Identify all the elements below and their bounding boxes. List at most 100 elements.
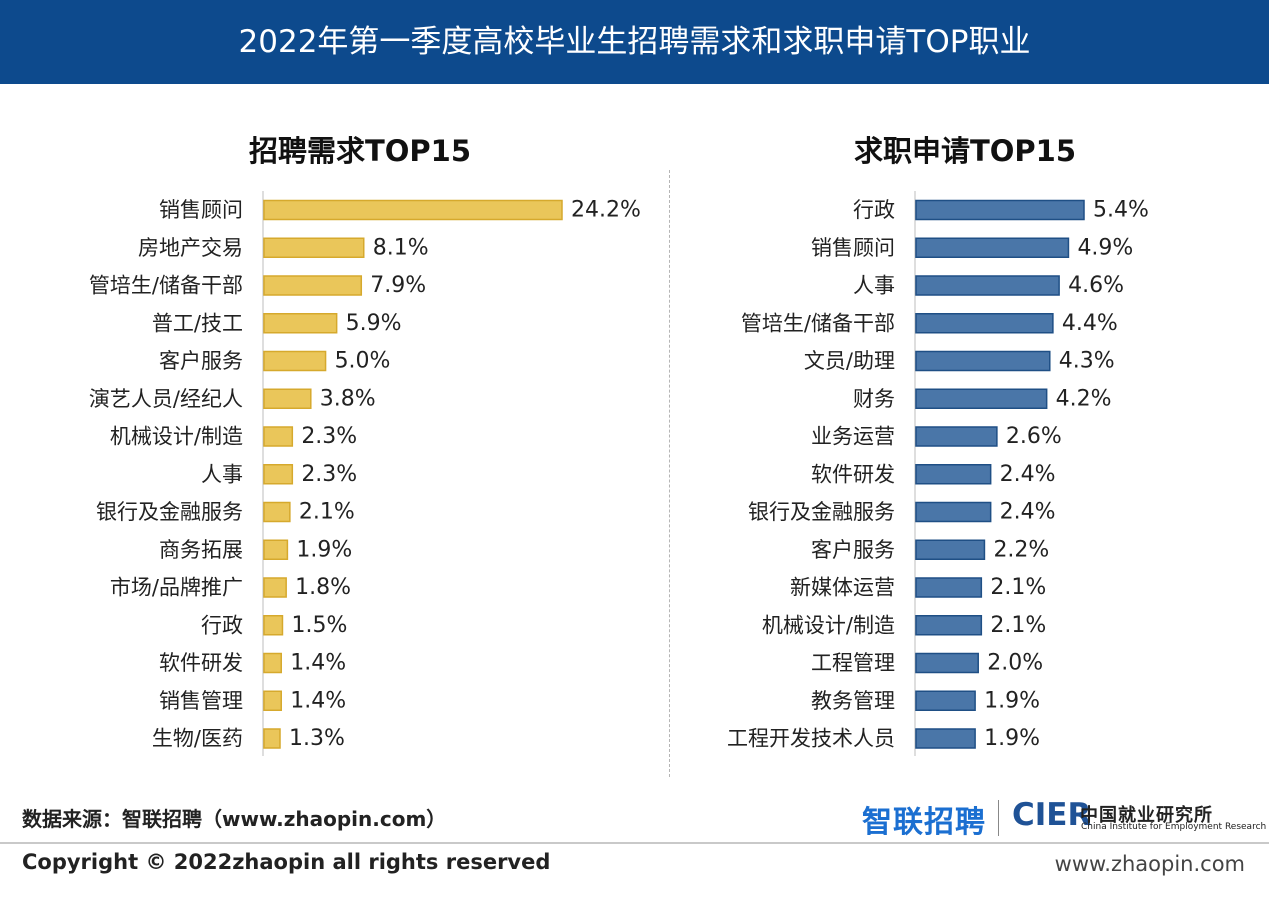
application-value-label: 1.9% (984, 726, 1040, 751)
demand-value-label: 24.2% (571, 198, 641, 223)
demand-bar (263, 199, 563, 221)
demand-value-label: 2.1% (299, 500, 355, 525)
demand-bar (263, 237, 365, 258)
application-value-label: 2.4% (1000, 500, 1056, 525)
application-bar (915, 577, 983, 598)
demand-value-label: 1.4% (290, 651, 346, 676)
application-value-label: 2.2% (993, 537, 1049, 562)
demand-category-label: 银行及金融服务 (96, 500, 243, 524)
panel-divider (669, 170, 670, 777)
application-bar (915, 690, 976, 711)
demand-bar (263, 275, 363, 296)
logo-separator (998, 800, 999, 836)
demand-bar (263, 350, 327, 372)
application-category-label: 销售顾问 (811, 236, 895, 260)
demand-bar (263, 501, 291, 523)
application-category-label: 工程开发技术人员 (727, 727, 895, 751)
demand-bar (263, 464, 294, 485)
demand-value-label: 7.9% (370, 273, 426, 298)
demand-bar (263, 615, 284, 636)
copyright: Copyright © 2022zhaopin all rights reser… (22, 850, 551, 874)
application-value-label: 4.9% (1077, 235, 1133, 260)
application-bar (915, 426, 998, 447)
left-chart-title: 招聘需求TOP15 (248, 134, 472, 168)
application-value-label: 4.6% (1068, 273, 1124, 298)
demand-value-label: 2.3% (301, 424, 357, 449)
application-category-label: 人事 (853, 274, 895, 298)
data-source: 数据来源：智联招聘（www.zhaopin.com） (22, 807, 447, 831)
website-link[interactable]: www.zhaopin.com (1054, 852, 1245, 876)
application-category-label: 工程管理 (811, 651, 895, 675)
application-bar (915, 237, 1070, 258)
application-bar (915, 539, 986, 560)
demand-category-label: 行政 (201, 613, 243, 637)
application-bar (915, 275, 1060, 296)
demand-value-label: 5.9% (346, 311, 402, 336)
demand-value-label: 1.3% (289, 726, 345, 751)
demand-value-label: 3.8% (320, 386, 376, 411)
cier-logo-cn: 中国就业研究所 (1080, 805, 1213, 826)
demand-category-label: 普工/技工 (152, 311, 243, 335)
application-value-label: 4.2% (1056, 386, 1112, 411)
application-bar (915, 313, 1054, 334)
demand-category-label: 管培生/储备干部 (89, 274, 243, 298)
footer-divider (0, 842, 1269, 844)
application-category-label: 机械设计/制造 (762, 613, 895, 637)
application-bar (915, 350, 1051, 372)
application-value-label: 2.6% (1006, 424, 1062, 449)
application-bar (915, 199, 1085, 221)
demand-bar (263, 388, 312, 409)
demand-bar (263, 577, 287, 598)
application-bar (915, 501, 992, 523)
demand-category-label: 销售管理 (159, 689, 243, 713)
demand-category-label: 房地产交易 (138, 236, 243, 260)
demand-category-label: 商务拓展 (159, 538, 243, 562)
demand-bar (263, 728, 281, 749)
application-bar (915, 464, 992, 485)
application-category-label: 新媒体运营 (790, 576, 895, 600)
application-category-label: 财务 (853, 387, 895, 411)
application-value-label: 4.4% (1062, 311, 1118, 336)
application-category-label: 管培生/储备干部 (741, 311, 895, 335)
zhaopin-logo: 智联招聘 (862, 805, 986, 840)
application-bar (915, 652, 979, 674)
application-value-label: 2.4% (1000, 462, 1056, 487)
application-category-label: 行政 (853, 198, 895, 222)
demand-value-label: 1.8% (295, 575, 351, 600)
application-category-label: 教务管理 (811, 689, 895, 713)
demand-value-label: 1.4% (290, 688, 346, 713)
application-value-label: 1.9% (984, 688, 1040, 713)
application-bar (915, 388, 1048, 409)
page-header: 2022年第一季度高校毕业生招聘需求和求职申请TOP职业 (0, 0, 1269, 84)
demand-value-label: 1.9% (296, 537, 352, 562)
application-category-label: 客户服务 (811, 538, 895, 562)
demand-bar (263, 426, 294, 447)
demand-bar (263, 652, 282, 674)
demand-value-label: 1.5% (291, 613, 347, 638)
demand-category-label: 人事 (201, 462, 243, 486)
demand-bar (263, 313, 338, 334)
demand-category-label: 生物/医药 (152, 727, 243, 751)
demand-bar (263, 690, 282, 711)
application-value-label: 2.1% (990, 575, 1046, 600)
application-value-label: 5.4% (1093, 198, 1149, 223)
demand-category-label: 软件研发 (159, 651, 243, 675)
cier-logo-en: China Institute for Employment Research (1081, 822, 1267, 832)
application-category-label: 银行及金融服务 (748, 500, 895, 524)
application-category-label: 业务运营 (811, 425, 895, 449)
demand-bar (263, 539, 289, 560)
demand-category-label: 客户服务 (159, 349, 243, 373)
application-value-label: 4.3% (1059, 349, 1115, 374)
page-title: 2022年第一季度高校毕业生招聘需求和求职申请TOP职业 (238, 24, 1031, 60)
demand-category-label: 市场/品牌推广 (110, 576, 243, 600)
demand-value-label: 2.3% (301, 462, 357, 487)
cier-logo: CIER (1012, 797, 1092, 833)
application-value-label: 2.0% (987, 651, 1043, 676)
application-bar (915, 615, 983, 636)
application-bar (915, 728, 976, 749)
demand-value-label: 5.0% (335, 349, 391, 374)
demand-value-label: 8.1% (373, 235, 429, 260)
demand-category-label: 销售顾问 (159, 198, 243, 222)
